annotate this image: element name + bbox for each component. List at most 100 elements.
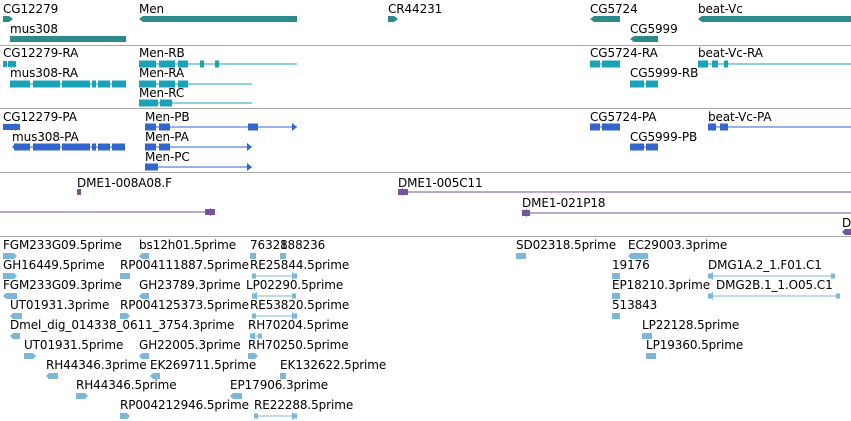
gene-mus308[interactable] [6,36,130,42]
feature-label-beat-vc-pa[interactable]: beat-Vc-PA [708,110,772,124]
gene-cg5999[interactable] [626,36,662,42]
est-re22288-5prime[interactable] [249,411,302,421]
clone-dme1-005c11[interactable] [393,187,851,197]
est-188236[interactable] [280,253,286,259]
protein-men-pc[interactable] [140,162,257,172]
feature-label-rp004111887-5prime[interactable]: RP004111887.5prime [120,258,249,272]
clone-dme1-021p18[interactable] [517,208,851,218]
feature-label-cg5724-pa[interactable]: CG5724-PA [590,110,657,124]
est-ek132622-5prime[interactable] [280,373,286,379]
gene-cg12279[interactable] [0,16,17,22]
feature-label-dme1-021p18[interactable]: DME1-021P18 [522,196,606,210]
est-ut01931-5prime[interactable] [24,353,36,359]
est-sd02318-5prime[interactable] [516,253,526,259]
feature-label-rh44346-5prime[interactable]: RH44346.5prime [76,378,177,392]
feature-label-mus308-ra[interactable]: mus308-RA [10,66,78,80]
feature-label-men-pc[interactable]: Men-PC [145,150,190,164]
transcript-mus308-ra[interactable] [5,79,131,89]
est-bs12h01-5prime[interactable] [139,253,149,259]
est-lp19360-5prime[interactable] [646,353,656,359]
feature-label-d[interactable]: D [842,216,851,230]
est-rh44346-5prime[interactable] [76,393,88,399]
transcript-cg5999-rb[interactable] [625,79,663,89]
est-gh22005-3prime[interactable] [139,353,149,359]
transcript-men-ra[interactable] [134,79,257,89]
feature-label-men-rb[interactable]: Men-RB [139,46,185,60]
feature-label-rh70250-5prime[interactable]: RH70250.5prime [248,338,349,352]
feature-label-sd02318-5prime[interactable]: SD02318.5prime [516,238,617,252]
protein-mus308-pa[interactable] [7,142,130,152]
feature-label-re53820-5prime[interactable]: RE53820.5prime [250,298,350,312]
feature-label-gh16449-5prime[interactable]: GH16449.5prime [3,258,105,272]
est-ut01931-3prime[interactable] [10,313,22,319]
feature-label-188236[interactable]: 188236 [280,238,326,252]
est-ep18210-3prime[interactable] [612,293,620,299]
est-ep17906-3prime[interactable] [230,393,242,399]
feature-label-men[interactable]: Men [139,2,165,16]
transcript-men-rc[interactable] [134,98,257,108]
feature-label-lp19360-5prime[interactable]: LP19360.5prime [646,338,744,352]
feature-label-19176[interactable]: 19176 [612,258,650,272]
feature-label-beat-vc[interactable]: beat-Vc [698,2,743,16]
clone-left-span[interactable] [0,207,220,217]
feature-label-dme1-005c11[interactable]: DME1-005C11 [398,176,483,190]
est-76328[interactable] [250,253,256,259]
est-rh70204-5prime[interactable] [245,331,267,341]
feature-label-dmel-dig-014338-0611-3754-3prime[interactable]: Dmel_dig_014338_0611_3754.3prime [10,318,235,332]
feature-label-gh22005-3prime[interactable]: GH22005.3prime [139,338,241,352]
protein-cg12279-pa[interactable] [0,122,25,132]
feature-label-dmg2b-1-1-o05-c1[interactable]: DMG2B.1_1.O05.C1 [716,278,833,292]
feature-label-lp02290-5prime[interactable]: LP02290.5prime [246,278,344,292]
feature-label-cg5724[interactable]: CG5724 [590,2,638,16]
gene-men[interactable] [135,16,301,22]
est-dmel-dig-014338[interactable] [10,333,20,339]
feature-label-cg5999-pb[interactable]: CG5999-PB [630,130,698,144]
feature-label-rp004212946-5prime[interactable]: RP004212946.5prime [120,398,249,412]
est-rh70250-5prime[interactable] [248,353,258,359]
protein-men-pa[interactable] [140,142,257,152]
feature-label-men-pb[interactable]: Men-PB [145,110,190,124]
feature-label-cg5999-rb[interactable]: CG5999-RB [630,66,699,80]
est-rh44346-3prime[interactable] [46,373,58,379]
protein-cg5724-pa[interactable] [585,122,625,132]
gene-cg5724[interactable] [586,16,624,22]
transcript-cg12279-ra[interactable] [0,59,21,69]
gene-beat-vc[interactable] [694,16,851,22]
feature-label-dme1-008a08-f[interactable]: DME1-008A08.F [77,176,172,190]
feature-label-beat-vc-ra[interactable]: beat-Vc-RA [698,46,763,60]
feature-label-men-rc[interactable]: Men-RC [139,86,185,100]
est-rp004212946-5prime[interactable] [120,413,130,419]
feature-label-gh23789-3prime[interactable]: GH23789.3prime [139,278,241,292]
feature-label-cg5724-ra[interactable]: CG5724-RA [590,46,658,60]
est-gh16449-5prime[interactable] [3,273,17,279]
feature-label-ut01931-5prime[interactable]: UT01931.5prime [24,338,124,352]
feature-label-ep17906-3prime[interactable]: EP17906.3prime [230,378,328,392]
transcript-cg5724-ra[interactable] [585,59,625,69]
feature-label-ep18210-3prime[interactable]: EP18210.3prime [612,278,710,292]
feature-label-rp004125373-5prime[interactable]: RP004125373.5prime [120,298,249,312]
est-513843[interactable] [612,313,620,319]
feature-label-cg5999[interactable]: CG5999 [630,22,678,36]
feature-label-ek269711-5prime[interactable]: EK269711.5prime [150,358,257,372]
feature-label-fgm233g09-5prime[interactable]: FGM233G09.5prime [3,238,122,252]
est-lp02290-5prime[interactable] [247,291,301,301]
feature-label-mus308[interactable]: mus308 [10,22,58,36]
feature-label-rh70204-5prime[interactable]: RH70204.5prime [248,318,349,332]
feature-label-re22288-5prime[interactable]: RE22288.5prime [254,398,354,412]
est-dmg2b-1-1-o05-c1[interactable] [703,291,845,301]
feature-label-513843[interactable]: 513843 [612,298,658,312]
feature-label-men-pa[interactable]: Men-PA [145,130,189,144]
protein-cg5999-pb[interactable] [625,142,663,152]
feature-label-re25844-5prime[interactable]: RE25844.5prime [250,258,350,272]
est-fgm233g09-3prime[interactable] [3,293,17,299]
feature-label-bs12h01-5prime[interactable]: bs12h01.5prime [139,238,237,252]
feature-label-cr44231[interactable]: CR44231 [388,2,443,16]
est-re25844-5prime[interactable] [247,271,302,281]
feature-label-76328[interactable]: 76328 [250,238,288,252]
clone-dme1-008a08-f[interactable] [77,189,81,195]
feature-label-ek132622-5prime[interactable]: EK132622.5prime [280,358,387,372]
feature-label-mus308-pa[interactable]: mus308-PA [12,130,79,144]
feature-label-ut01931-3prime[interactable]: UT01931.3prime [10,298,110,312]
est-dmg1a-2-1-f01-c1[interactable] [703,271,840,281]
feature-label-rh44346-3prime[interactable]: RH44346.3prime [46,358,147,372]
